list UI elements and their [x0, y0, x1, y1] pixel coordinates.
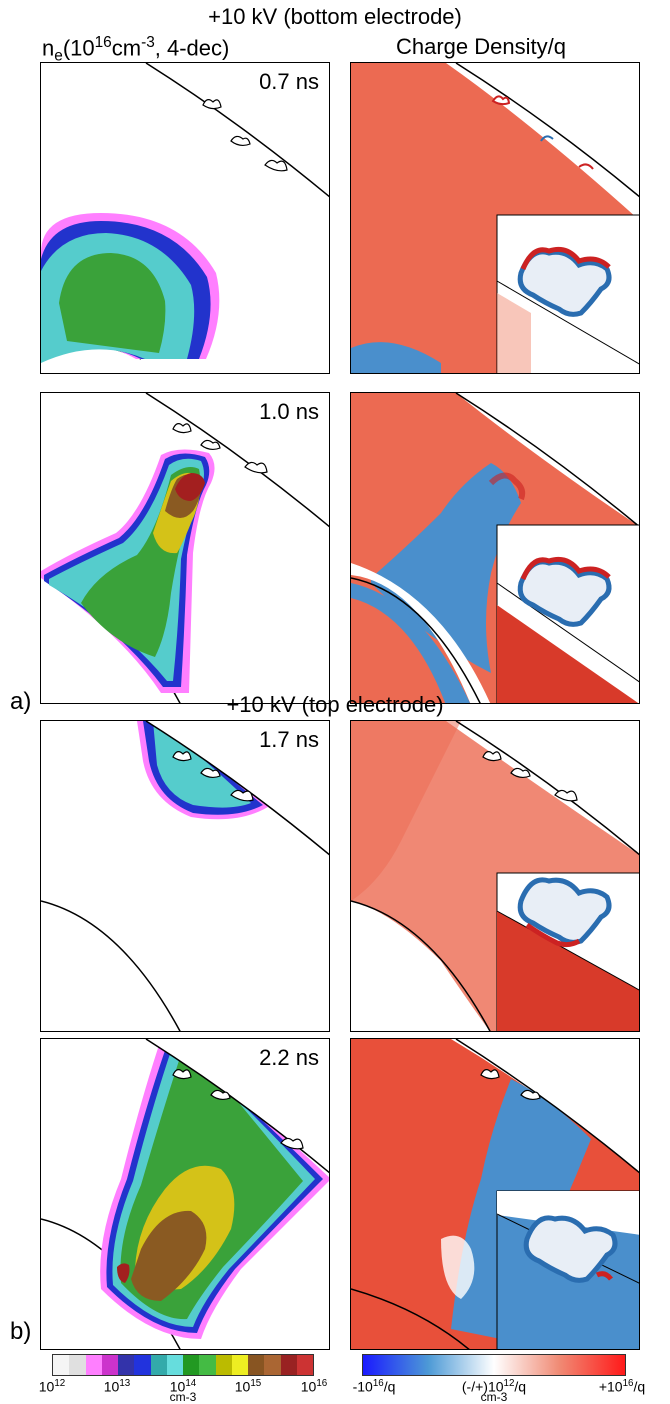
ne-colorbar-step — [280, 1355, 297, 1375]
ne-colorbar-step — [69, 1355, 86, 1375]
ne-colorbar — [52, 1354, 314, 1376]
section-a-title: +10 kV (bottom electrode) — [208, 4, 462, 29]
ne-colorbar-step — [134, 1355, 151, 1375]
panel-label-a: a) — [10, 688, 32, 715]
ne-colorbar-step — [264, 1355, 281, 1375]
panel-b-charge-1-7 — [350, 720, 640, 1032]
charge-column-title: Charge Density/q — [396, 34, 566, 59]
ne-colorbar-step — [231, 1355, 248, 1375]
time-label: 1.7 ns — [259, 727, 319, 752]
ne-colorbar-step — [118, 1355, 135, 1375]
ne-colorbar-unit: cm-3 — [169, 1390, 197, 1404]
panel-a-ne-1-0: 1.0 ns — [40, 392, 330, 704]
charge-tick-negative: -1016/q — [352, 1378, 396, 1395]
ne-tick-13: 1013 — [103, 1378, 131, 1395]
ne-colorbar-step — [248, 1355, 265, 1375]
ne-colorbar-step — [166, 1355, 183, 1375]
panel-b-ne-1-7: 1.7 ns — [40, 720, 330, 1032]
charge-colorbar — [362, 1354, 626, 1376]
ne-tick-14: 1014 — [169, 1378, 197, 1395]
charge-colorbar-unit: cm-3 — [480, 1390, 508, 1404]
panel-b-ne-2-2: 2.2 ns — [40, 1038, 330, 1350]
charge-tick-positive: +1016/q — [598, 1378, 646, 1395]
ne-tick-15: 1015 — [234, 1378, 262, 1395]
panel-b-charge-2-2 — [350, 1038, 640, 1350]
ne-colorbar-step — [53, 1355, 70, 1375]
panel-a-ne-0-7: 0.7 ns — [40, 62, 330, 374]
ne-colorbar-step — [150, 1355, 167, 1375]
ne-colorbar-step — [215, 1355, 232, 1375]
ne-tick-16: 1016 — [300, 1378, 328, 1395]
charge-tick-center: (-/+)1012/q — [461, 1378, 527, 1395]
ne-colorbar-step — [296, 1355, 313, 1375]
ne-colorbar-step — [101, 1355, 118, 1375]
ne-colorbar-step — [85, 1355, 102, 1375]
ne-tick-12: 1012 — [38, 1378, 66, 1395]
panel-a-charge-1-0 — [350, 392, 640, 704]
ne-colorbar-step — [183, 1355, 200, 1375]
section-b-title: +10 kV (top electrode) — [226, 692, 444, 717]
ne-colorbar-step — [199, 1355, 216, 1375]
time-label: 0.7 ns — [259, 69, 319, 94]
panel-a-charge-0-7 — [350, 62, 640, 374]
time-label: 1.0 ns — [259, 399, 319, 424]
time-label: 2.2 ns — [259, 1045, 319, 1070]
ne-column-title: ne(1016cm-3, 4-dec) — [42, 34, 230, 65]
panel-label-b: b) — [10, 1318, 32, 1345]
